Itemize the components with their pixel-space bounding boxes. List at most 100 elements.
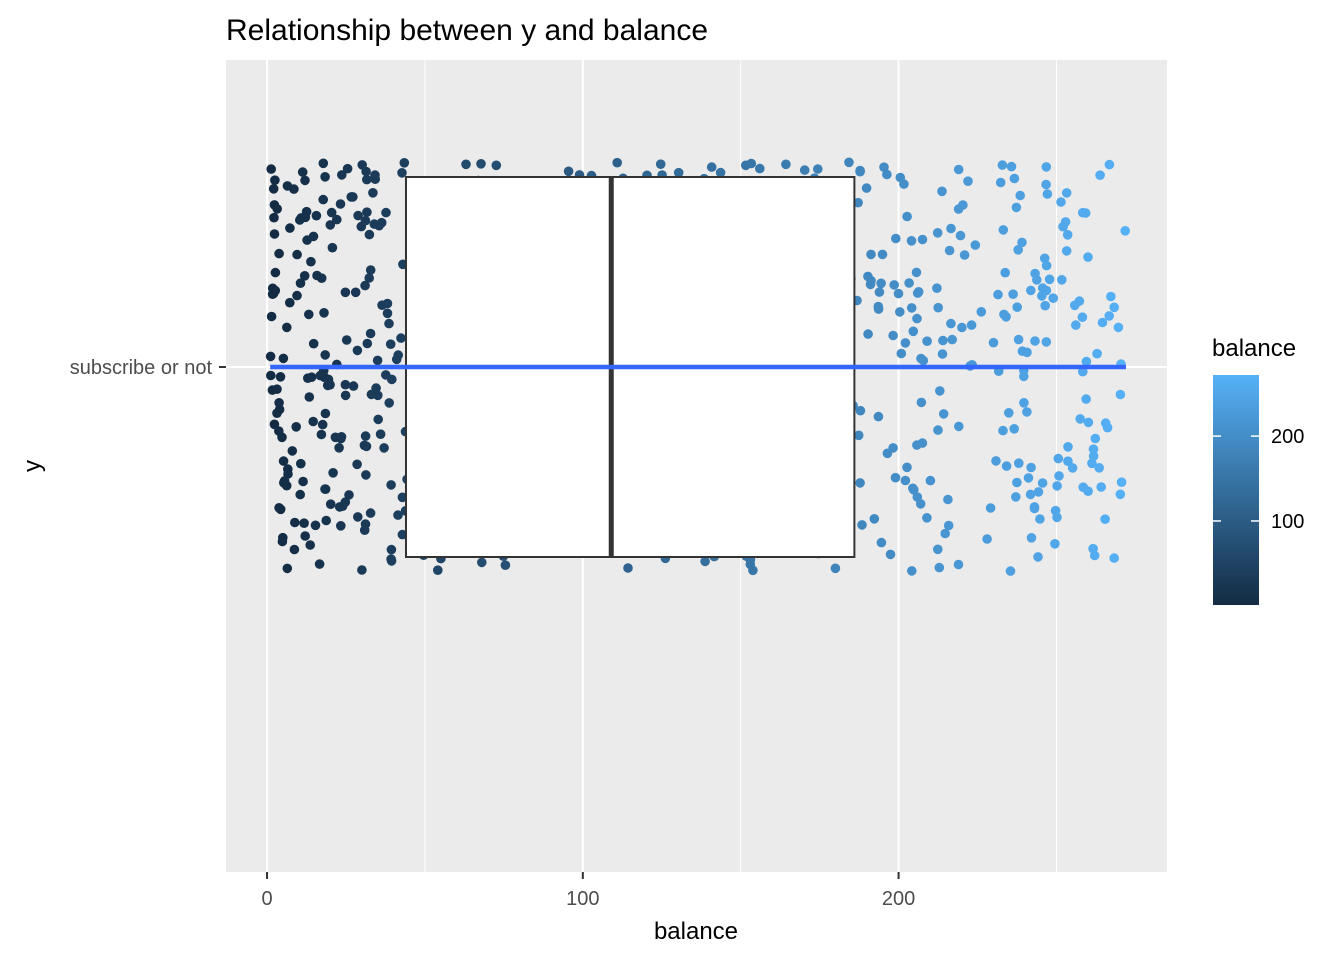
data-point	[781, 159, 791, 170]
data-point	[895, 307, 905, 317]
data-point	[746, 158, 757, 169]
data-point	[877, 249, 888, 260]
data-point	[344, 490, 354, 500]
data-point	[993, 289, 1003, 300]
data-point	[318, 158, 329, 169]
data-point	[857, 520, 867, 530]
data-point	[900, 338, 911, 348]
data-point	[360, 431, 371, 441]
data-point	[278, 456, 289, 466]
data-point	[275, 504, 286, 515]
data-point	[384, 398, 395, 408]
data-point	[397, 492, 408, 503]
data-point	[386, 556, 397, 566]
data-point	[368, 188, 378, 198]
data-point	[1013, 245, 1023, 255]
data-point	[855, 166, 865, 177]
data-point	[1029, 503, 1040, 514]
data-point	[1006, 161, 1017, 172]
data-point	[269, 229, 280, 239]
data-point	[853, 430, 864, 441]
data-point	[1009, 424, 1019, 434]
data-point	[933, 544, 943, 555]
data-point	[1001, 461, 1012, 471]
data-point	[1106, 291, 1116, 302]
data-point	[292, 290, 302, 301]
data-point	[855, 405, 866, 416]
data-point	[1015, 190, 1025, 201]
data-point	[340, 390, 351, 401]
data-point	[1060, 217, 1071, 227]
data-point	[1077, 312, 1088, 323]
data-point	[912, 313, 922, 324]
data-point	[888, 330, 898, 341]
data-point	[1011, 202, 1022, 213]
data-point	[933, 302, 943, 313]
data-point	[326, 207, 337, 218]
data-point	[874, 287, 885, 297]
data-point	[1011, 492, 1021, 502]
data-point	[1063, 456, 1073, 467]
data-point	[1052, 481, 1062, 491]
data-point	[477, 557, 487, 568]
data-point	[272, 204, 283, 214]
data-point	[1104, 311, 1114, 321]
data-point	[947, 334, 957, 345]
data-point	[988, 337, 999, 348]
data-point	[304, 309, 314, 320]
data-point	[268, 184, 279, 194]
data-point	[955, 230, 966, 241]
data-point	[1008, 289, 1018, 300]
data-point	[1115, 389, 1126, 400]
data-point	[295, 278, 306, 289]
data-point	[369, 219, 380, 229]
data-point	[1041, 162, 1052, 172]
y-tick-label: subscribe or not	[70, 357, 213, 379]
data-point	[306, 256, 316, 267]
data-point	[391, 354, 402, 365]
data-point	[297, 167, 308, 177]
data-point	[925, 475, 936, 486]
data-point	[1075, 414, 1085, 424]
data-point	[873, 304, 884, 314]
data-point	[360, 280, 370, 291]
x-axis-title: balance	[654, 918, 738, 945]
data-point	[301, 206, 312, 217]
data-point	[1081, 394, 1091, 404]
data-point	[966, 320, 977, 330]
data-point	[370, 170, 380, 180]
data-point	[957, 322, 967, 333]
data-point	[938, 335, 948, 346]
data-point	[1109, 302, 1119, 313]
data-point	[375, 429, 386, 440]
data-point	[359, 525, 370, 535]
data-point	[1088, 543, 1098, 554]
data-point	[970, 240, 981, 250]
data-point	[1041, 260, 1052, 271]
data-point	[1090, 433, 1101, 444]
data-point	[1092, 348, 1102, 359]
data-point	[270, 175, 280, 185]
legend-tick-label: 100	[1271, 511, 1304, 533]
data-point	[1017, 346, 1028, 357]
data-point	[1014, 458, 1024, 469]
data-point	[918, 355, 929, 366]
data-point	[1100, 418, 1111, 428]
data-point	[954, 421, 964, 432]
data-point	[700, 556, 710, 567]
data-point	[623, 563, 633, 573]
data-point	[1062, 230, 1073, 240]
data-point	[318, 194, 329, 205]
data-point	[272, 408, 282, 419]
data-point	[934, 562, 945, 573]
data-point	[353, 512, 363, 522]
data-point	[365, 328, 376, 339]
data-point	[1116, 477, 1127, 488]
data-point	[308, 416, 319, 427]
data-point	[325, 499, 336, 510]
data-point	[890, 472, 901, 483]
data-point	[320, 172, 330, 182]
legend-colorbar	[1213, 375, 1259, 605]
data-point	[340, 287, 351, 298]
